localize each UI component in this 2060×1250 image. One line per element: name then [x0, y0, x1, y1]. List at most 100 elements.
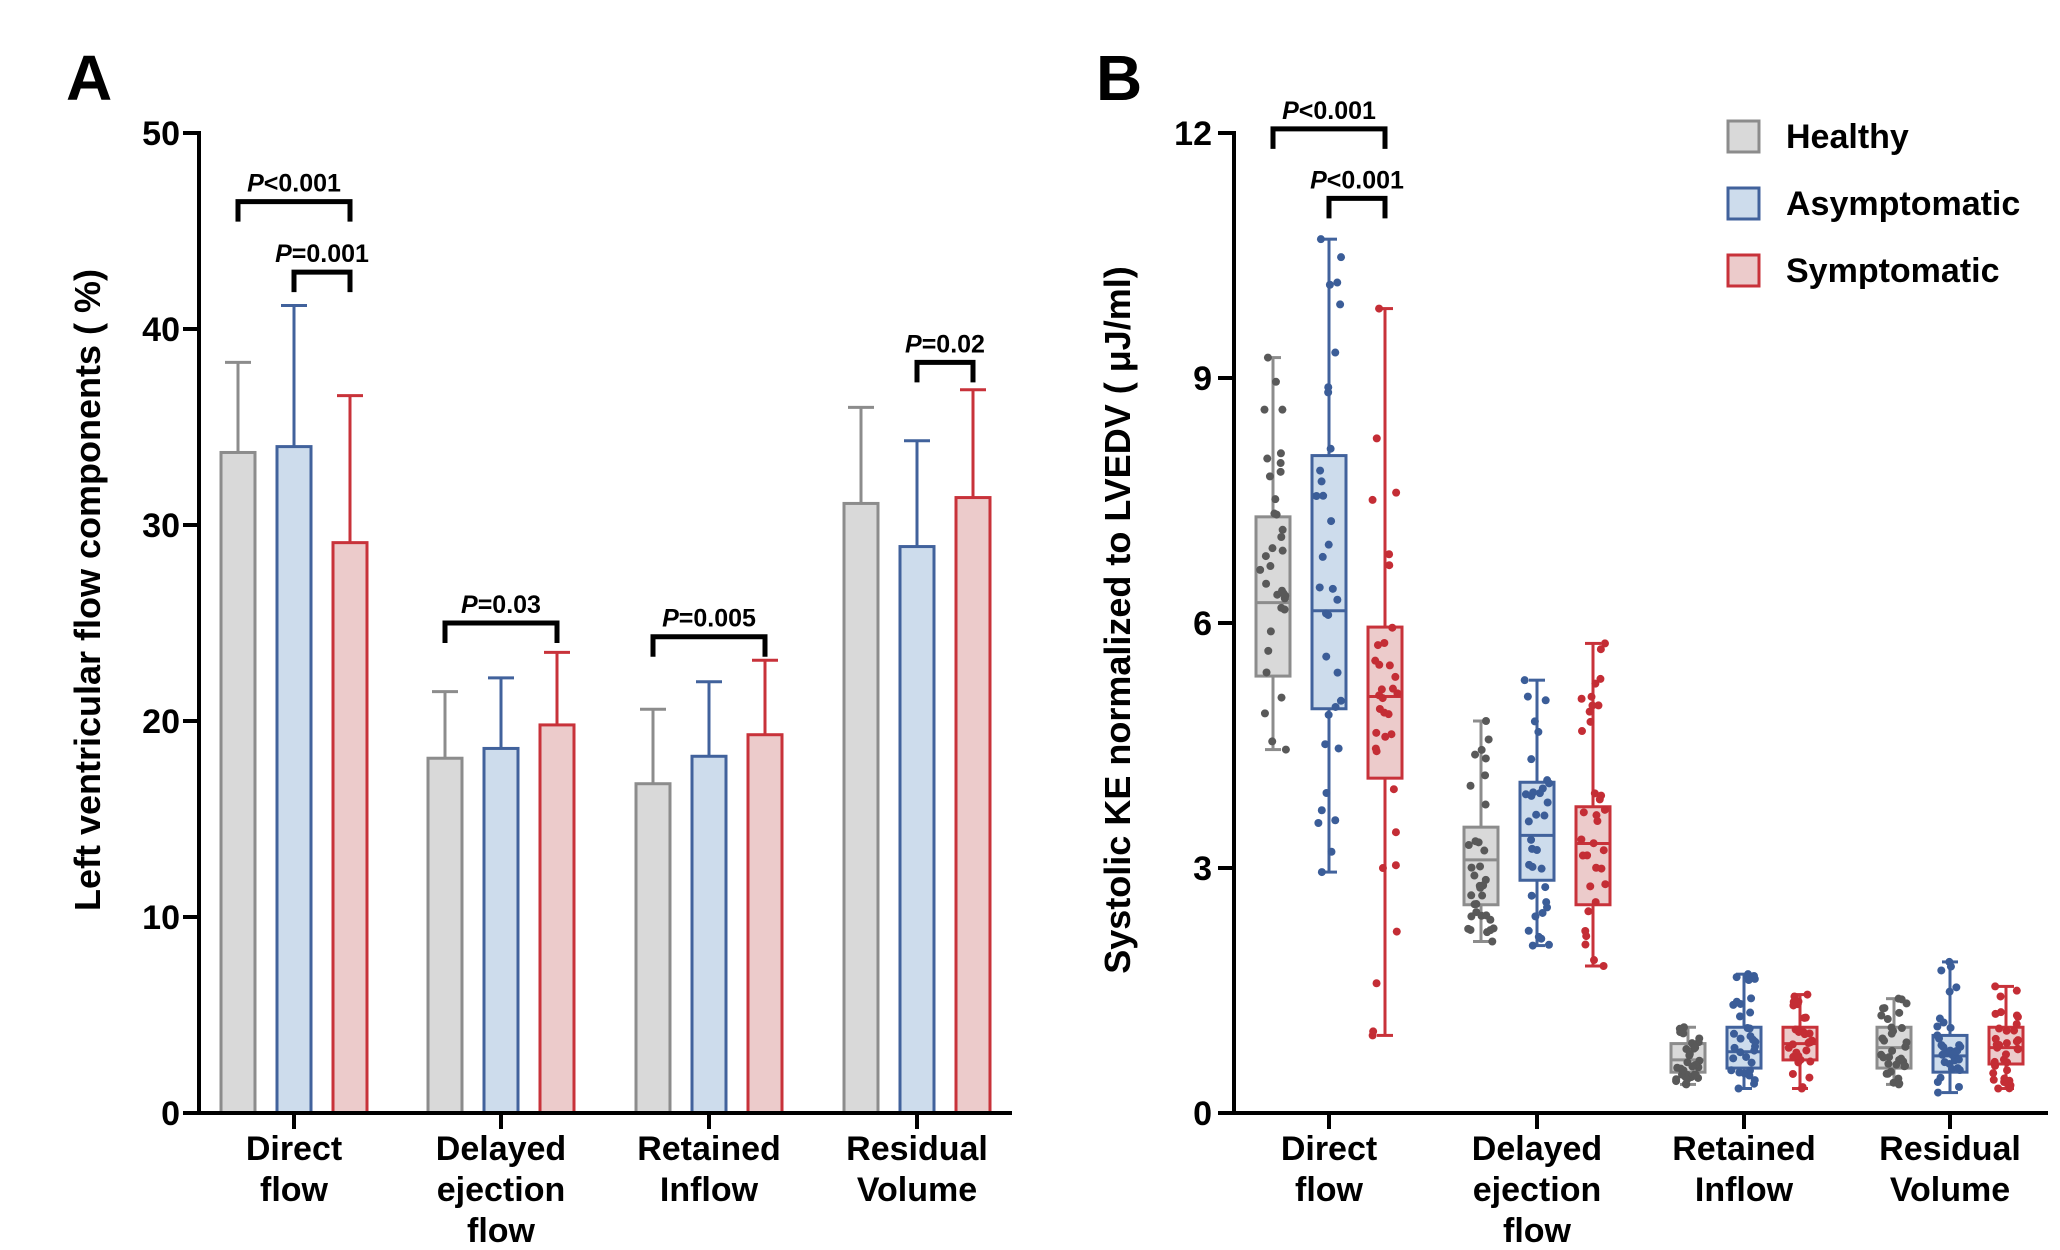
data-point-asymptomatic: [1529, 788, 1538, 797]
data-point-healthy: [1879, 1004, 1888, 1013]
panel-a-significance-bracket: [291, 269, 353, 293]
data-point-asymptomatic: [1951, 1047, 1960, 1056]
data-point-symptomatic: [1995, 1024, 2004, 1033]
data-point-asymptomatic: [1317, 806, 1326, 815]
data-point-asymptomatic: [1333, 278, 1342, 287]
data-point-symptomatic: [1788, 1040, 1797, 1049]
data-point-symptomatic: [1579, 808, 1588, 817]
bar-healthy: [842, 501, 880, 1115]
panel-a-category-label: flow: [260, 1171, 329, 1209]
data-point-asymptomatic: [1937, 966, 1946, 975]
data-point-healthy: [1488, 937, 1497, 946]
data-point-asymptomatic: [1747, 994, 1756, 1003]
data-point-symptomatic: [1391, 672, 1400, 681]
data-point-asymptomatic: [1530, 717, 1539, 726]
data-point-asymptomatic: [1317, 868, 1326, 877]
data-point-symptomatic: [1375, 660, 1384, 669]
data-point-healthy: [1484, 735, 1493, 744]
data-point-asymptomatic: [1324, 710, 1333, 719]
data-point-asymptomatic: [1325, 280, 1334, 289]
data-point-symptomatic: [2012, 1020, 2021, 1029]
data-point-asymptomatic: [1331, 816, 1340, 825]
panel-b-p-value-label: P<0.001: [1310, 166, 1404, 194]
panel-a-y-tick-label: 30: [142, 507, 180, 545]
data-point-symptomatic: [1577, 694, 1586, 703]
data-point-symptomatic: [1368, 495, 1377, 504]
panel-a-y-tick-label: 50: [142, 115, 180, 153]
data-point-healthy: [1679, 1029, 1688, 1038]
data-point-asymptomatic: [1541, 883, 1550, 892]
data-point-asymptomatic: [1940, 1058, 1949, 1067]
data-point-asymptomatic: [1538, 784, 1547, 793]
panel-a-category-label: ejection: [437, 1171, 565, 1209]
data-point-healthy: [1278, 405, 1287, 414]
data-point-healthy: [1266, 627, 1275, 636]
panel-a-p-value-label: P=0.02: [905, 330, 985, 358]
data-point-symptomatic: [1805, 1029, 1814, 1038]
data-point-symptomatic: [1590, 789, 1599, 798]
data-point-healthy: [1277, 693, 1286, 702]
data-point-healthy: [1682, 1045, 1691, 1054]
panel-a-significance-bracket: [442, 620, 560, 643]
data-point-symptomatic: [1372, 434, 1381, 443]
data-point-asymptomatic: [1327, 517, 1336, 526]
data-point-symptomatic: [1596, 674, 1605, 683]
data-point-asymptomatic: [1729, 1054, 1738, 1063]
bar-healthy: [426, 756, 464, 1115]
data-point-healthy: [1471, 837, 1480, 846]
data-point-symptomatic: [2000, 1077, 2009, 1086]
panel-a-bar-chart: A Left ventricular flow components ( %) …: [66, 42, 1012, 1250]
data-point-symptomatic: [1991, 1009, 2000, 1018]
data-point-asymptomatic: [1327, 847, 1336, 856]
data-point-asymptomatic: [1534, 727, 1543, 736]
data-point-symptomatic: [1600, 639, 1609, 648]
data-point-asymptomatic: [1734, 1084, 1743, 1093]
data-point-asymptomatic: [1730, 1043, 1739, 1052]
data-point-symptomatic: [1597, 864, 1606, 873]
data-point-healthy: [1482, 717, 1491, 725]
data-point-healthy: [1673, 1063, 1682, 1072]
data-point-symptomatic: [1385, 561, 1394, 570]
data-point-healthy: [1276, 449, 1285, 458]
data-point-asymptomatic: [1314, 818, 1323, 827]
data-point-symptomatic: [1373, 641, 1382, 650]
data-point-healthy: [1268, 544, 1277, 553]
data-point-healthy: [1480, 846, 1489, 855]
legend-swatch-healthy: [1726, 119, 1761, 154]
data-point-healthy: [1901, 1042, 1910, 1051]
data-point-symptomatic: [2012, 1011, 2021, 1020]
data-point-symptomatic: [2001, 1050, 2010, 1059]
data-point-asymptomatic: [1750, 1076, 1759, 1085]
data-point-healthy: [1262, 668, 1271, 677]
data-point-healthy: [1279, 589, 1288, 598]
data-point-asymptomatic: [1316, 235, 1325, 244]
data-point-symptomatic: [1990, 1057, 1999, 1066]
panel-a-category-label: flow: [467, 1212, 536, 1250]
data-point-asymptomatic: [1527, 891, 1536, 900]
data-point-healthy: [1481, 754, 1490, 763]
data-point-healthy: [1895, 1008, 1904, 1017]
data-point-healthy: [1482, 911, 1491, 920]
bar-healthy: [634, 782, 672, 1115]
data-point-asymptomatic: [1953, 1064, 1962, 1073]
data-point-healthy: [1477, 745, 1486, 754]
data-point-symptomatic: [1601, 880, 1610, 889]
data-point-asymptomatic: [1324, 610, 1333, 619]
data-point-asymptomatic: [1333, 595, 1342, 604]
data-point-symptomatic: [1989, 1069, 1998, 1078]
data-point-symptomatic: [1381, 732, 1390, 741]
panel-a-significance-bracket: [235, 199, 353, 222]
data-point-asymptomatic: [1328, 584, 1337, 593]
data-point-asymptomatic: [1742, 1052, 1751, 1061]
data-point-asymptomatic: [1312, 491, 1321, 500]
data-point-symptomatic: [1391, 828, 1400, 837]
bar-asymptomatic: [690, 754, 728, 1115]
data-point-asymptomatic: [1333, 668, 1342, 677]
data-point-asymptomatic: [1321, 740, 1330, 749]
data-point-symptomatic: [1586, 717, 1595, 726]
legend-item-symptomatic: Symptomatic: [1726, 252, 2000, 290]
data-point-asymptomatic: [1751, 1037, 1760, 1046]
panel-a-y-tick-label: 20: [142, 703, 180, 741]
bar-asymptomatic: [898, 545, 936, 1115]
panel-a-y-axis-label: Left ventricular flow components ( %): [67, 269, 108, 911]
